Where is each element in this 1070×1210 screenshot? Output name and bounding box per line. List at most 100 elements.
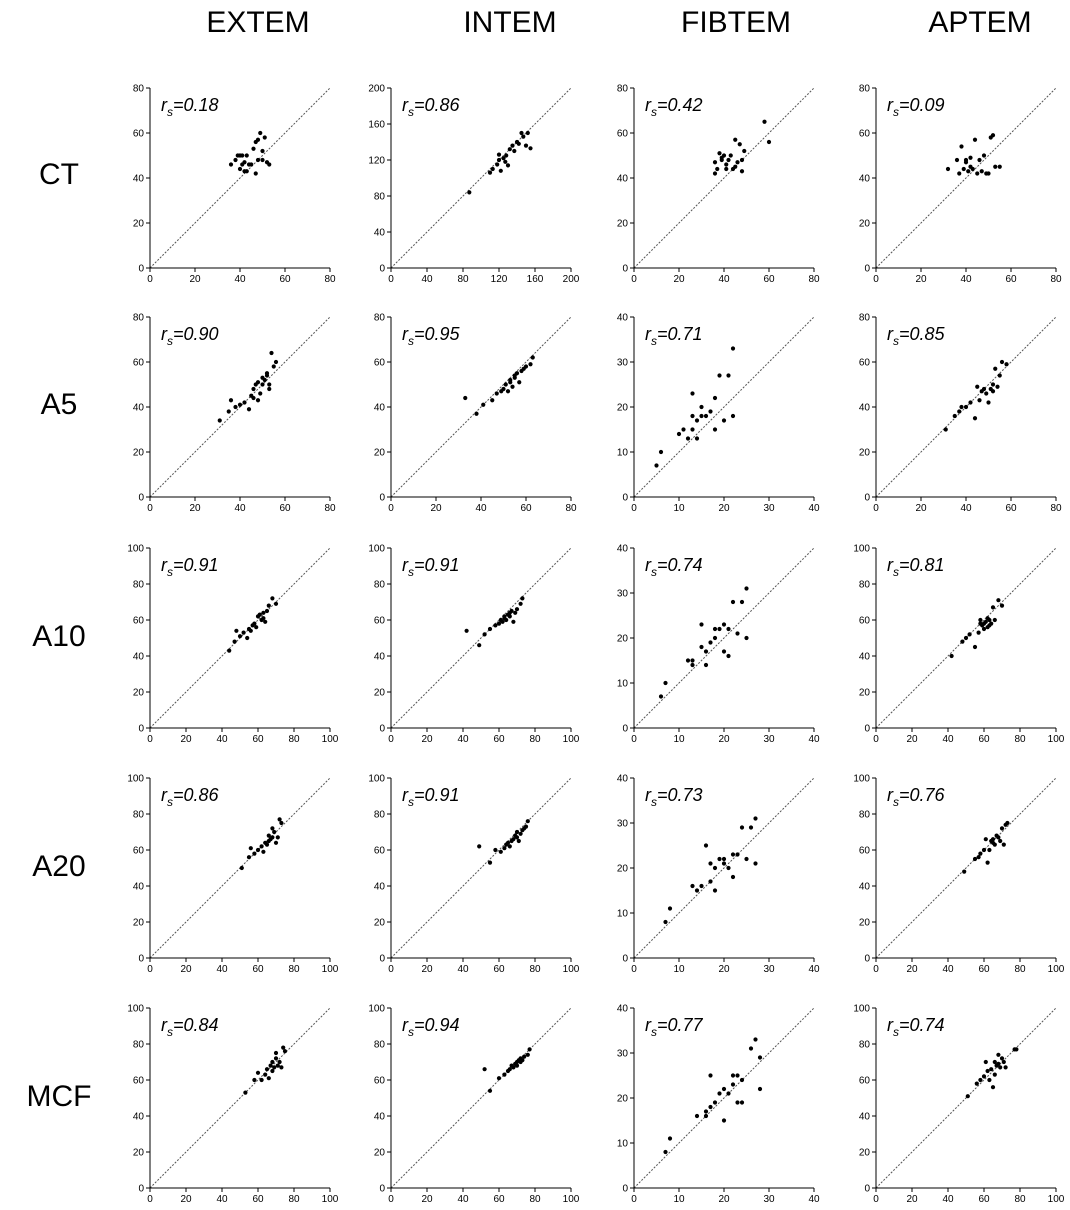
data-point	[730, 852, 736, 857]
y-tick-label: 0	[138, 493, 144, 504]
data-point	[270, 835, 275, 840]
data-point	[708, 640, 713, 645]
data-point	[748, 1046, 754, 1051]
data-point	[260, 157, 265, 163]
data-point	[1005, 820, 1010, 826]
y-tick-label: 20	[617, 219, 629, 230]
data-point	[703, 1113, 709, 1119]
data-point	[260, 148, 265, 154]
data-point	[690, 662, 695, 668]
y-tick-label: 0	[864, 493, 870, 504]
y-tick-label: 20	[133, 918, 145, 929]
data-point	[467, 190, 472, 195]
y-tick-label: 100	[127, 774, 144, 785]
x-tick-label: 40	[942, 734, 954, 745]
y-tick-label: 80	[133, 580, 145, 591]
data-point	[504, 617, 509, 623]
data-point	[275, 1063, 280, 1068]
y-tick-label: 0	[379, 954, 385, 965]
x-tick-label: 0	[873, 274, 879, 285]
y-tick-label: 20	[133, 448, 145, 459]
data-point	[270, 1068, 275, 1074]
data-point	[264, 371, 270, 376]
y-tick-label: 0	[138, 954, 144, 965]
x-tick-label: 100	[322, 734, 339, 745]
data-point	[521, 134, 526, 139]
x-tick-label: 40	[808, 734, 820, 745]
data-point	[735, 160, 740, 165]
panel-a10-fibtem: 0 10 20 30 40 0 10 20 30 40 rs=0.74	[617, 544, 820, 746]
y-tick-label: 40	[617, 174, 629, 185]
y-tick-label: 0	[864, 264, 870, 275]
panel-a5-fibtem: 0 10 20 30 40 0 10 20 30 40 rs=0.71	[617, 313, 820, 515]
data-point	[976, 630, 981, 635]
y-tick-label: 80	[374, 810, 386, 821]
data-point	[726, 865, 731, 871]
data-point	[735, 631, 740, 636]
data-point	[514, 829, 520, 835]
data-point	[681, 427, 686, 432]
y-tick-label: 40	[374, 882, 386, 893]
data-point	[739, 1077, 745, 1083]
y-tick-label: 0	[622, 954, 628, 965]
data-point	[966, 169, 971, 174]
data-point	[987, 1077, 992, 1083]
data-point	[513, 610, 518, 615]
y-tick-label: 40	[617, 313, 629, 324]
x-tick-label: 80	[529, 1194, 541, 1205]
data-point	[998, 1065, 1003, 1070]
y-tick-label: 30	[617, 819, 629, 830]
y-tick-label: 60	[859, 1076, 871, 1087]
data-point	[523, 824, 529, 829]
data-point	[264, 608, 270, 614]
data-point	[514, 607, 520, 612]
y-tick-label: 60	[133, 1076, 145, 1087]
correlation-annotation: rs=0.71	[645, 324, 703, 348]
data-point	[715, 166, 720, 172]
data-point	[712, 171, 718, 176]
data-point	[487, 626, 493, 632]
correlation-annotation: rs=0.91	[402, 785, 460, 809]
data-point	[999, 359, 1005, 365]
x-tick-label: 40	[475, 503, 487, 514]
y-tick-label: 20	[617, 634, 629, 645]
data-point	[503, 159, 508, 164]
data-point	[498, 168, 503, 173]
data-point	[990, 605, 996, 610]
data-point	[261, 610, 266, 615]
x-tick-label: 100	[322, 1194, 339, 1205]
y-tick-label: 80	[133, 313, 145, 324]
y-tick-label: 20	[859, 219, 871, 230]
data-point	[530, 355, 535, 360]
data-point	[237, 166, 243, 172]
x-tick-label: 20	[189, 503, 201, 514]
data-point	[694, 888, 700, 893]
data-point	[979, 169, 984, 174]
data-point	[733, 137, 738, 142]
y-tick-label: 40	[374, 228, 386, 239]
panel-a10-aptem: 0 20 40 60 80 100 0 20 40 60 80 100 rs=0.81	[853, 544, 1064, 746]
data-point	[730, 874, 736, 880]
data-point	[527, 1047, 532, 1052]
data-point	[237, 634, 243, 639]
data-point	[244, 169, 249, 174]
data-point	[694, 436, 700, 441]
data-point	[972, 644, 978, 650]
data-point	[658, 694, 664, 699]
data-point	[487, 170, 493, 175]
y-tick-label: 10	[617, 909, 629, 920]
data-point	[999, 1056, 1005, 1061]
data-point	[981, 847, 987, 853]
x-tick-label: 80	[808, 274, 820, 285]
data-point	[487, 860, 493, 865]
y-tick-label: 80	[374, 1040, 386, 1051]
data-point	[990, 133, 996, 138]
y-tick-label: 40	[617, 544, 629, 555]
data-point	[258, 391, 263, 396]
x-tick-label: 0	[388, 1194, 394, 1205]
y-tick-label: 40	[374, 652, 386, 663]
y-tick-label: 0	[379, 493, 385, 504]
data-point	[981, 386, 987, 392]
data-point	[978, 851, 983, 856]
data-point	[733, 164, 738, 169]
